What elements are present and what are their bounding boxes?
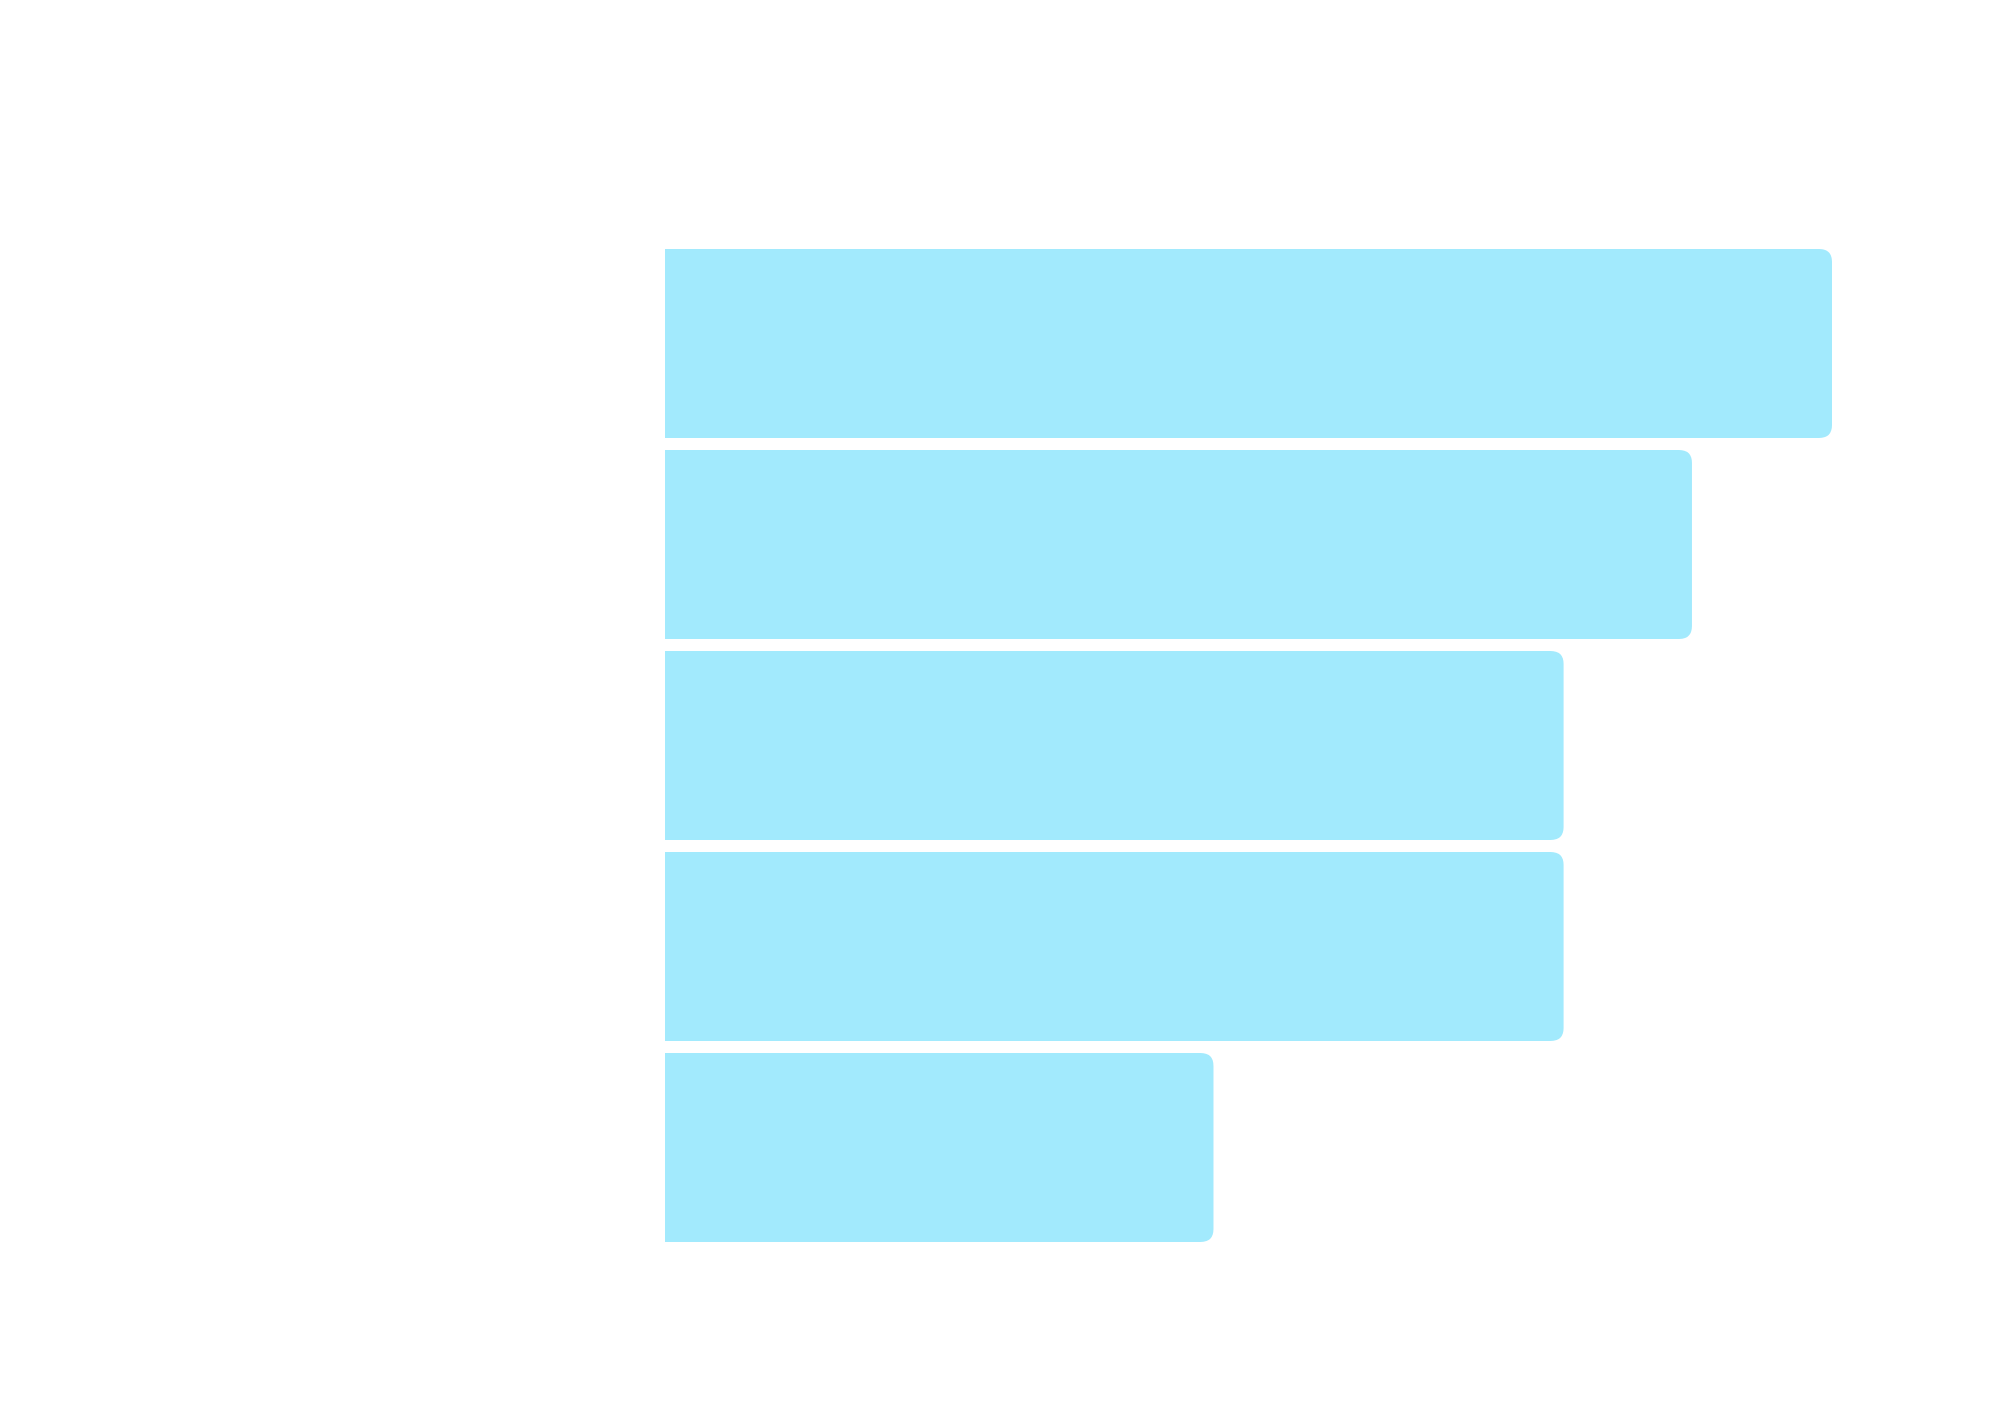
bar (665, 651, 1564, 840)
bar (665, 249, 1832, 438)
bar (665, 852, 1564, 1041)
bar (665, 450, 1692, 639)
bar (665, 1053, 1214, 1242)
